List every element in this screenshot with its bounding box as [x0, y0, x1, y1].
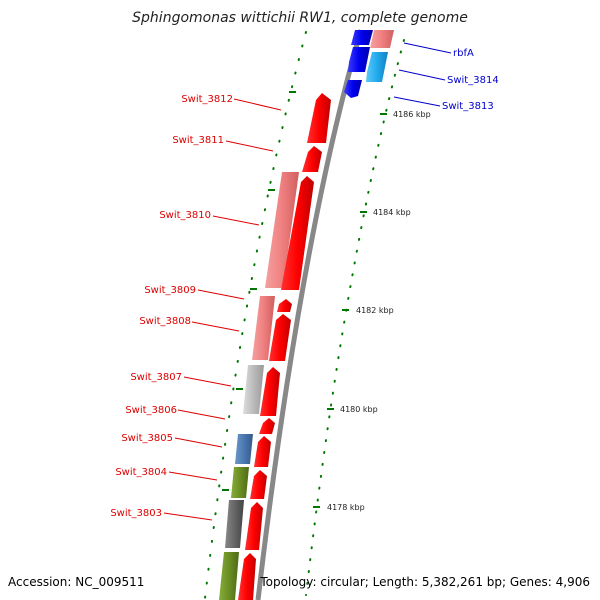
kbp-label-4184: 4184 kbp: [373, 208, 411, 217]
map-title: Sphingomonas wittichii RW1, complete gen…: [132, 10, 468, 26]
kbp-ticks: [313, 113, 387, 508]
gene-swit-3814[interactable]: [366, 52, 388, 82]
right-leader-lines: [393, 42, 452, 107]
gene-swit-3803-dark[interactable]: [225, 500, 244, 548]
label-swit-3804[interactable]: Swit_3804: [115, 467, 167, 478]
gene-swit-3813[interactable]: [344, 80, 362, 98]
gene-swit-3804[interactable]: [250, 470, 267, 499]
gene-swit-3811[interactable]: [302, 146, 322, 172]
gene-top-pink[interactable]: [370, 30, 394, 48]
gene-swit-3807[interactable]: [260, 367, 280, 416]
left-gene-labels: Swit_3812 Swit_3811 Swit_3810 Swit_3809 …: [110, 94, 233, 519]
kbp-label-4182: 4182 kbp: [356, 306, 394, 315]
label-rbfA[interactable]: rbfA: [453, 48, 474, 59]
accession-text: Accession: NC_009511: [8, 575, 145, 589]
label-swit-3812[interactable]: Swit_3812: [181, 94, 233, 105]
gene-swit-3808-light[interactable]: [252, 296, 275, 360]
label-swit-3806[interactable]: Swit_3806: [125, 405, 177, 416]
gene-bottom-red[interactable]: [238, 553, 256, 600]
inner-major-ticks: [222, 91, 296, 491]
gene-bottom-olive[interactable]: [219, 552, 239, 600]
gene-swit-3814-partner[interactable]: [348, 47, 370, 72]
kbp-label-4186: 4186 kbp: [393, 110, 431, 119]
label-swit-3811[interactable]: Swit_3811: [172, 135, 224, 146]
label-swit-3803[interactable]: Swit_3803: [110, 508, 162, 519]
gene-swit-3810-light[interactable]: [265, 172, 299, 288]
genome-backbone: [255, 29, 364, 600]
forward-strand-genes: [219, 93, 331, 600]
gene-swit-3805-blue[interactable]: [235, 434, 253, 464]
kbp-label-4180: 4180 kbp: [340, 405, 378, 414]
gene-swit-3805[interactable]: [254, 436, 271, 467]
gene-swit-3812[interactable]: [307, 93, 331, 143]
label-swit-3807[interactable]: Swit_3807: [130, 372, 182, 383]
left-leader-lines: [163, 98, 282, 521]
topology-text: Topology: circular; Length: 5,382,261 bp…: [260, 575, 590, 589]
gene-swit-3810[interactable]: [281, 176, 314, 290]
gene-swit-3808[interactable]: [269, 314, 291, 361]
label-swit-3810[interactable]: Swit_3810: [159, 210, 211, 221]
gene-swit-3804-olive[interactable]: [231, 467, 249, 498]
gene-swit-3803[interactable]: [245, 502, 263, 550]
label-swit-3814[interactable]: Swit_3814: [447, 75, 499, 86]
right-gene-labels: rbfA Swit_3814 Swit_3813: [442, 48, 499, 112]
reverse-strand-genes: [344, 30, 394, 98]
gene-swit-3809[interactable]: [277, 299, 292, 312]
gene-swit-3807-gray[interactable]: [243, 365, 264, 414]
label-swit-3813[interactable]: Swit_3813: [442, 101, 494, 112]
gene-rbfA[interactable]: [351, 30, 373, 45]
gene-swit-3806[interactable]: [259, 418, 275, 434]
kbp-label-4178: 4178 kbp: [327, 503, 365, 512]
label-swit-3808[interactable]: Swit_3808: [139, 316, 191, 327]
label-swit-3809[interactable]: Swit_3809: [144, 285, 196, 296]
label-swit-3805[interactable]: Swit_3805: [121, 433, 173, 444]
